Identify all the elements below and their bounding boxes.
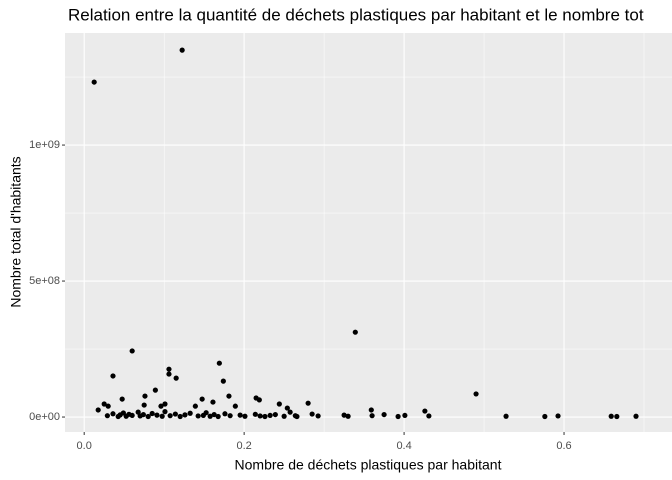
point: [211, 411, 217, 418]
point: [287, 409, 293, 415]
point: [426, 413, 432, 419]
point: [633, 413, 639, 419]
point: [473, 391, 479, 397]
point: [207, 413, 213, 419]
point: [166, 371, 172, 377]
point: [167, 413, 173, 419]
point: [252, 411, 258, 417]
point: [402, 412, 408, 419]
point: [105, 403, 111, 409]
point: [192, 403, 198, 409]
y-tick-label: 5e+08: [29, 275, 60, 287]
point: [422, 408, 428, 414]
point: [608, 413, 614, 419]
point: [110, 411, 116, 417]
point: [149, 410, 155, 417]
point: [294, 413, 300, 420]
point: [381, 411, 387, 418]
point: [305, 400, 311, 406]
point: [158, 403, 164, 409]
point: [152, 387, 158, 393]
point: [614, 413, 620, 420]
point: [95, 407, 101, 413]
point: [159, 413, 165, 419]
point: [162, 409, 168, 415]
point: [210, 399, 216, 405]
point: [232, 403, 238, 409]
point: [555, 413, 561, 419]
point: [177, 413, 183, 420]
point: [227, 413, 233, 419]
point: [135, 409, 141, 415]
y-tick-label: 1e+09: [29, 139, 60, 151]
point: [503, 413, 509, 419]
points: [91, 47, 639, 420]
point: [272, 411, 278, 418]
point: [173, 375, 179, 381]
y-axis-title: Nombre total d'habitants: [8, 156, 24, 307]
point: [267, 412, 273, 419]
point: [352, 329, 358, 335]
point: [195, 413, 201, 419]
point: [369, 413, 375, 419]
point: [281, 413, 287, 419]
point: [257, 413, 263, 419]
point: [220, 378, 226, 384]
point: [276, 401, 282, 407]
point: [256, 397, 262, 403]
x-axis-title: Nombre de déchets plastiques par habitan…: [235, 457, 502, 473]
point: [222, 411, 228, 417]
point: [542, 413, 548, 420]
point: [101, 401, 107, 407]
x-tick-label: 0.0: [77, 440, 92, 452]
point: [368, 407, 374, 413]
point: [315, 413, 321, 419]
point: [395, 413, 401, 420]
point: [242, 413, 248, 419]
point: [345, 413, 351, 419]
point: [341, 412, 347, 418]
point: [203, 410, 209, 416]
point: [110, 373, 116, 379]
x-tick-label: 0.6: [556, 440, 571, 452]
point: [309, 411, 315, 417]
point: [162, 401, 168, 407]
point: [187, 410, 193, 416]
point: [172, 411, 178, 417]
point: [199, 396, 205, 402]
point: [154, 412, 160, 418]
point: [262, 413, 268, 420]
panel-background: [65, 33, 672, 432]
x-tick-label: 0.2: [236, 440, 251, 452]
point: [145, 413, 151, 420]
point: [216, 360, 222, 366]
point: [129, 348, 135, 354]
grid: [65, 33, 672, 432]
point: [91, 79, 97, 85]
x-tick-label: 0.4: [396, 440, 411, 452]
y-tick-label: 0e+00: [29, 411, 60, 423]
point: [129, 412, 135, 419]
point: [284, 405, 290, 411]
point: [215, 413, 221, 420]
point: [237, 412, 243, 418]
point: [182, 412, 188, 418]
point: [141, 402, 147, 408]
chart-title: Relation entre la quantité de déchets pl…: [68, 5, 644, 24]
point: [179, 47, 185, 53]
point: [142, 393, 148, 399]
point: [119, 396, 125, 402]
point: [166, 366, 172, 372]
point: [104, 413, 110, 419]
point: [226, 393, 232, 399]
point: [140, 411, 146, 418]
